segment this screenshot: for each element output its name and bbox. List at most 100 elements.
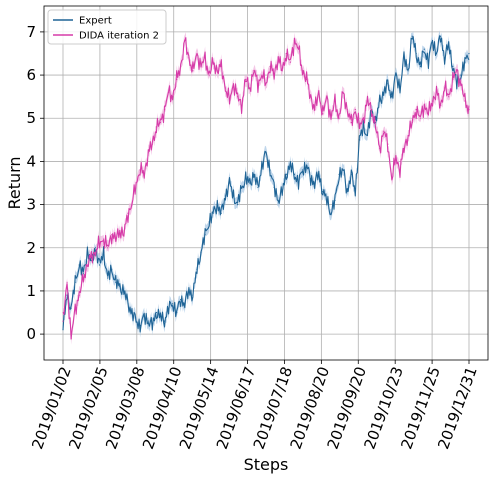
data-point (366, 134, 369, 137)
data-point (143, 173, 145, 175)
data-point (362, 126, 364, 128)
data-point (285, 173, 287, 175)
data-point (232, 83, 235, 85)
legend-label: Expert (79, 16, 112, 27)
data-point (391, 178, 393, 180)
data-point (431, 100, 434, 102)
data-point (151, 143, 153, 145)
data-point (265, 83, 267, 85)
data-point (468, 109, 470, 111)
data-point (131, 204, 133, 206)
data-point (70, 337, 72, 339)
data-point (468, 52, 470, 55)
y-tick-label: 0 (26, 325, 36, 343)
data-point (62, 320, 64, 322)
data-point (431, 39, 434, 42)
data-point (212, 61, 214, 63)
data-point (411, 122, 413, 124)
data-point (314, 182, 316, 184)
data-point (192, 294, 194, 296)
data-point (346, 109, 348, 111)
data-point (62, 329, 64, 331)
series-line (62, 35, 470, 333)
data-point (123, 234, 125, 236)
data-point (399, 87, 401, 89)
data-point (82, 277, 84, 279)
data-point (277, 199, 279, 201)
data-point (273, 74, 275, 76)
x-axis-title: Steps (244, 455, 289, 474)
data-point (289, 61, 291, 63)
data-point (419, 117, 421, 119)
data-point (131, 311, 133, 314)
data-point (172, 96, 174, 98)
y-axis: 0 1 2 3 4 5 6 7 (26, 23, 44, 343)
data-point (297, 48, 300, 50)
data-point (228, 182, 231, 184)
data-point (350, 122, 352, 124)
data-point (448, 96, 450, 98)
data-point (115, 238, 117, 240)
data-point (192, 70, 194, 72)
data-point (265, 152, 267, 154)
data-point (383, 91, 385, 93)
data-point (403, 57, 405, 59)
data-point (188, 57, 190, 59)
legend-box (47, 9, 167, 45)
data-point (435, 52, 438, 55)
data-point (318, 173, 320, 175)
data-point (86, 264, 88, 266)
data-point (334, 100, 336, 102)
data-point (407, 70, 409, 72)
data-point (301, 70, 304, 72)
data-point (135, 320, 137, 322)
data-point (200, 251, 202, 253)
data-point (159, 316, 161, 318)
data-point (98, 264, 101, 266)
data-point (139, 169, 141, 171)
data-point (322, 113, 324, 115)
data-point (293, 173, 295, 175)
y-axis-title: Return (5, 156, 24, 209)
series-lines (62, 35, 470, 340)
data-point (90, 255, 92, 257)
data-point (261, 74, 263, 76)
data-point (310, 96, 312, 98)
data-point (163, 109, 166, 111)
data-point (387, 143, 389, 145)
data-point (379, 100, 381, 102)
data-point (314, 109, 316, 111)
data-point (362, 117, 364, 119)
data-point (464, 100, 466, 102)
data-point (66, 294, 68, 296)
data-point (285, 52, 287, 55)
data-point (423, 48, 425, 50)
data-point (123, 290, 125, 292)
data-point (237, 96, 239, 98)
data-point (103, 238, 105, 240)
data-point (176, 78, 178, 80)
data-point (98, 242, 101, 244)
data-point (391, 96, 393, 98)
data-point (330, 117, 332, 119)
series-line (62, 37, 470, 340)
y-tick-label: 1 (26, 282, 36, 300)
data-point (411, 35, 413, 37)
data-point (224, 195, 226, 197)
data-point (147, 320, 149, 322)
data-point (168, 307, 170, 309)
data-point (204, 57, 206, 59)
data-point (159, 122, 161, 124)
data-point (342, 91, 344, 93)
data-point (94, 251, 97, 253)
data-point (261, 165, 263, 167)
data-point (342, 169, 344, 171)
data-point (168, 91, 170, 93)
data-point (281, 191, 283, 193)
data-point (281, 70, 283, 72)
data-point (249, 182, 251, 184)
data-point (245, 78, 247, 80)
data-point (241, 104, 243, 106)
data-point (273, 186, 275, 188)
